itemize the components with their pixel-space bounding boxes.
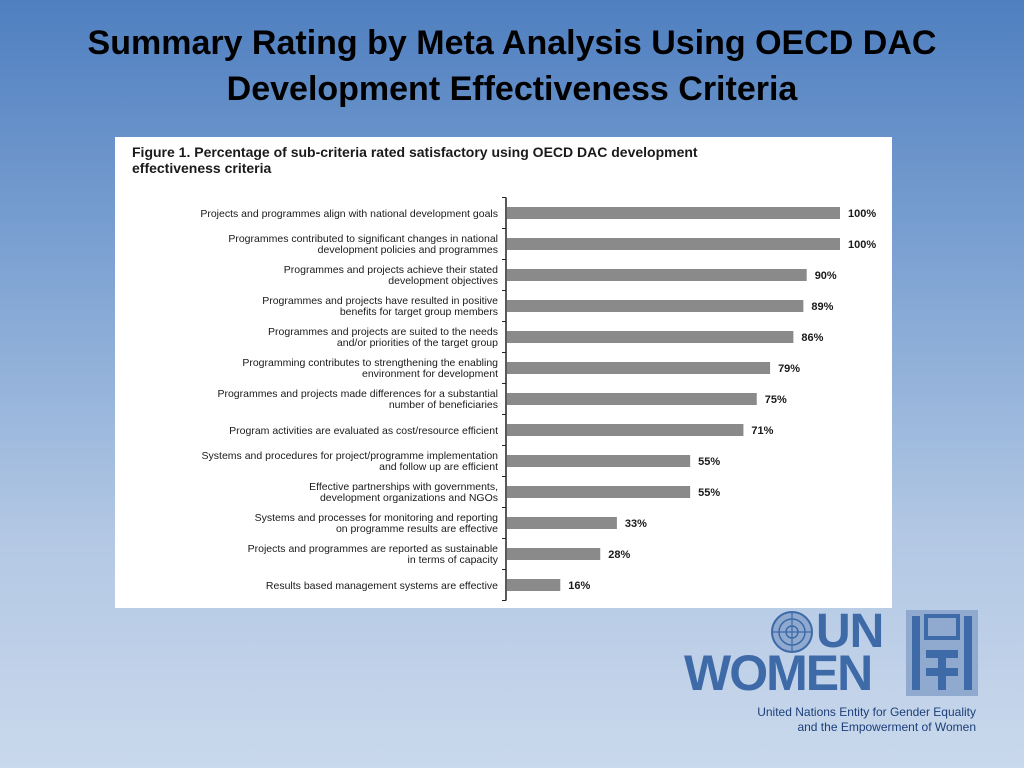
category-label: Results based management systems are eff…	[266, 580, 498, 592]
figure-caption-line2: effectiveness criteria	[132, 160, 272, 176]
category-label: Programmes and projects are suited to th…	[268, 326, 498, 349]
un-emblem-icon	[771, 611, 813, 653]
logo-tagline-line1: United Nations Entity for Gender Equalit…	[757, 705, 976, 719]
bar	[507, 362, 771, 374]
category-label: Effective partnerships with governments,…	[309, 481, 498, 504]
bar	[507, 548, 601, 560]
value-label: 75%	[765, 394, 787, 406]
logo-tagline: United Nations Entity for Gender Equalit…	[757, 705, 976, 735]
bar	[507, 269, 807, 281]
bar	[507, 238, 840, 250]
category-label: Program activities are evaluated as cost…	[229, 425, 498, 437]
figure-caption: Figure 1. Percentage of sub-criteria rat…	[132, 144, 852, 176]
bar	[507, 579, 561, 591]
un-women-logo: UN WOMEN United Nations Entity for Gende…	[684, 608, 984, 738]
value-label: 100%	[848, 208, 876, 220]
value-label: 71%	[751, 425, 773, 437]
bar	[507, 300, 804, 312]
category-label: Projects and programmes align with natio…	[200, 208, 498, 220]
bar	[507, 424, 744, 436]
value-label: 33%	[625, 518, 647, 530]
category-label: Systems and processes for monitoring and…	[255, 512, 499, 535]
logo-un-text: UN	[816, 605, 884, 658]
figure-panel: Figure 1. Percentage of sub-criteria rat…	[115, 137, 892, 608]
category-label: Systems and procedures for project/progr…	[202, 450, 499, 473]
bar	[507, 455, 691, 467]
category-label: Programmes contributed to significant ch…	[228, 233, 498, 256]
bar	[507, 393, 757, 405]
category-label: Programmes and projects achieve their st…	[284, 264, 498, 287]
figure-caption-line1: Figure 1. Percentage of sub-criteria rat…	[132, 144, 698, 160]
slide-title-line1: Summary Rating by Meta Analysis Using OE…	[87, 24, 937, 62]
category-label: Programming contributes to strengthening…	[242, 357, 498, 380]
value-label: 16%	[568, 580, 590, 592]
value-label: 89%	[811, 301, 833, 313]
value-label: 100%	[848, 239, 876, 251]
bar-chart: Projects and programmes align with natio…	[200, 197, 876, 601]
category-label: Projects and programmes are reported as …	[248, 543, 499, 566]
slide-title-line2: Development Effectiveness Criteria	[226, 70, 798, 108]
logo-women-text: WOMEN	[684, 645, 873, 701]
bar	[507, 331, 794, 343]
value-label: 90%	[815, 270, 837, 282]
logo-tagline-line2: and the Empowerment of Women	[797, 720, 976, 734]
value-label: 55%	[698, 487, 720, 499]
value-label: 79%	[778, 363, 800, 375]
value-label: 86%	[801, 332, 823, 344]
women-symbol-icon	[906, 610, 978, 696]
bar	[507, 207, 840, 219]
category-label: Programmes and projects have resulted in…	[262, 295, 498, 318]
value-label: 55%	[698, 456, 720, 468]
bar	[507, 517, 617, 529]
category-label: Programmes and projects made differences…	[217, 388, 498, 411]
bar	[507, 486, 691, 498]
value-label: 28%	[608, 549, 630, 561]
slide-title: Summary Rating by Meta Analysis Using OE…	[40, 20, 984, 112]
